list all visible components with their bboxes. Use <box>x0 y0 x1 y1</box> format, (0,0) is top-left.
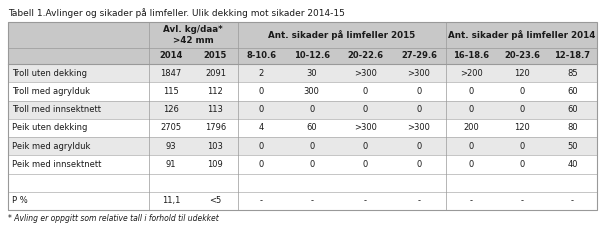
Text: 20-23.6: 20-23.6 <box>505 52 540 60</box>
Text: 0: 0 <box>469 142 474 151</box>
Text: -: - <box>310 196 313 205</box>
Text: 30: 30 <box>306 69 317 78</box>
Text: 126: 126 <box>163 105 179 114</box>
Text: 0: 0 <box>416 87 422 96</box>
Bar <box>8 101 597 119</box>
Text: P %: P % <box>12 196 28 205</box>
Text: 20-22.6: 20-22.6 <box>347 52 384 60</box>
Text: Ant. sikader på limfeller 2015: Ant. sikader på limfeller 2015 <box>268 30 416 40</box>
Bar <box>8 64 597 82</box>
Text: 1796: 1796 <box>205 123 226 132</box>
Text: 0: 0 <box>309 160 314 169</box>
Text: 2: 2 <box>259 69 264 78</box>
Text: 0: 0 <box>469 87 474 96</box>
Text: 0: 0 <box>309 105 314 114</box>
Bar <box>8 137 597 155</box>
Bar <box>8 22 597 210</box>
Text: 120: 120 <box>514 69 530 78</box>
Text: * Avling er oppgitt som relative tall i forhold til udekket: * Avling er oppgitt som relative tall i … <box>8 214 219 223</box>
Text: 103: 103 <box>208 142 223 151</box>
Text: 113: 113 <box>208 105 223 114</box>
Text: 0: 0 <box>416 105 422 114</box>
Text: Troll med innsektnett: Troll med innsektnett <box>12 105 101 114</box>
Text: 0: 0 <box>520 142 525 151</box>
Text: <5: <5 <box>209 196 221 205</box>
Text: 112: 112 <box>208 87 223 96</box>
Text: 93: 93 <box>166 142 176 151</box>
Text: 0: 0 <box>363 105 368 114</box>
Text: >200: >200 <box>460 69 483 78</box>
Text: 60: 60 <box>306 123 317 132</box>
Bar <box>8 82 597 101</box>
Text: 0: 0 <box>416 160 422 169</box>
Text: 11,1: 11,1 <box>162 196 180 205</box>
Text: 0: 0 <box>259 160 264 169</box>
Bar <box>8 192 597 210</box>
Text: >300: >300 <box>354 69 377 78</box>
Text: 0: 0 <box>363 160 368 169</box>
Text: 27-29.6: 27-29.6 <box>401 52 437 60</box>
Text: 120: 120 <box>514 123 530 132</box>
Text: 109: 109 <box>208 160 223 169</box>
Text: >300: >300 <box>408 123 430 132</box>
Text: 0: 0 <box>520 105 525 114</box>
Text: 10-12.6: 10-12.6 <box>293 52 330 60</box>
Text: 60: 60 <box>567 87 578 96</box>
Text: 12-18.7: 12-18.7 <box>554 52 590 60</box>
Text: 2705: 2705 <box>160 123 182 132</box>
Text: >300: >300 <box>354 123 377 132</box>
Text: 40: 40 <box>567 160 578 169</box>
Bar <box>8 48 597 64</box>
Text: >300: >300 <box>408 69 430 78</box>
Text: 0: 0 <box>259 105 264 114</box>
Text: 50: 50 <box>567 142 578 151</box>
Text: Ant. sikader på limfeller 2014: Ant. sikader på limfeller 2014 <box>448 30 595 40</box>
Text: Peik med innsektnett: Peik med innsektnett <box>12 160 102 169</box>
Text: 115: 115 <box>163 87 179 96</box>
Text: 91: 91 <box>166 160 176 169</box>
Text: 0: 0 <box>259 87 264 96</box>
Text: 16-18.6: 16-18.6 <box>453 52 489 60</box>
Text: 0: 0 <box>469 105 474 114</box>
Bar <box>8 22 597 48</box>
Text: 8-10.6: 8-10.6 <box>246 52 276 60</box>
Text: -: - <box>417 196 420 205</box>
Text: Troll med agrylduk: Troll med agrylduk <box>12 87 90 96</box>
Text: 0: 0 <box>309 142 314 151</box>
Text: 0: 0 <box>520 160 525 169</box>
Text: 300: 300 <box>304 87 319 96</box>
Text: Peik uten dekking: Peik uten dekking <box>12 123 87 132</box>
Text: -: - <box>521 196 524 205</box>
Text: 0: 0 <box>363 87 368 96</box>
Text: 60: 60 <box>567 105 578 114</box>
Text: Peik med agrylduk: Peik med agrylduk <box>12 142 90 151</box>
Text: 85: 85 <box>567 69 578 78</box>
Text: 0: 0 <box>469 160 474 169</box>
Text: 200: 200 <box>463 123 479 132</box>
Text: 0: 0 <box>520 87 525 96</box>
Text: 2015: 2015 <box>204 52 227 60</box>
Bar <box>8 174 597 192</box>
Text: -: - <box>364 196 367 205</box>
Text: 2091: 2091 <box>205 69 226 78</box>
Text: 0: 0 <box>363 142 368 151</box>
Text: 0: 0 <box>259 142 264 151</box>
Text: 4: 4 <box>259 123 264 132</box>
Text: 1847: 1847 <box>160 69 182 78</box>
Text: -: - <box>571 196 574 205</box>
Bar <box>8 119 597 137</box>
Text: -: - <box>470 196 473 205</box>
Text: Troll uten dekking: Troll uten dekking <box>12 69 87 78</box>
Text: 80: 80 <box>567 123 578 132</box>
Text: -: - <box>260 196 263 205</box>
Bar <box>8 155 597 174</box>
Text: Tabell 1.Avlinger og sikader på limfeller. Ulik dekking mot sikader 2014-15: Tabell 1.Avlinger og sikader på limfelle… <box>8 8 345 18</box>
Text: Avl. kg/daa*
>42 mm: Avl. kg/daa* >42 mm <box>163 25 223 45</box>
Text: 0: 0 <box>416 142 422 151</box>
Text: 2014: 2014 <box>159 52 183 60</box>
